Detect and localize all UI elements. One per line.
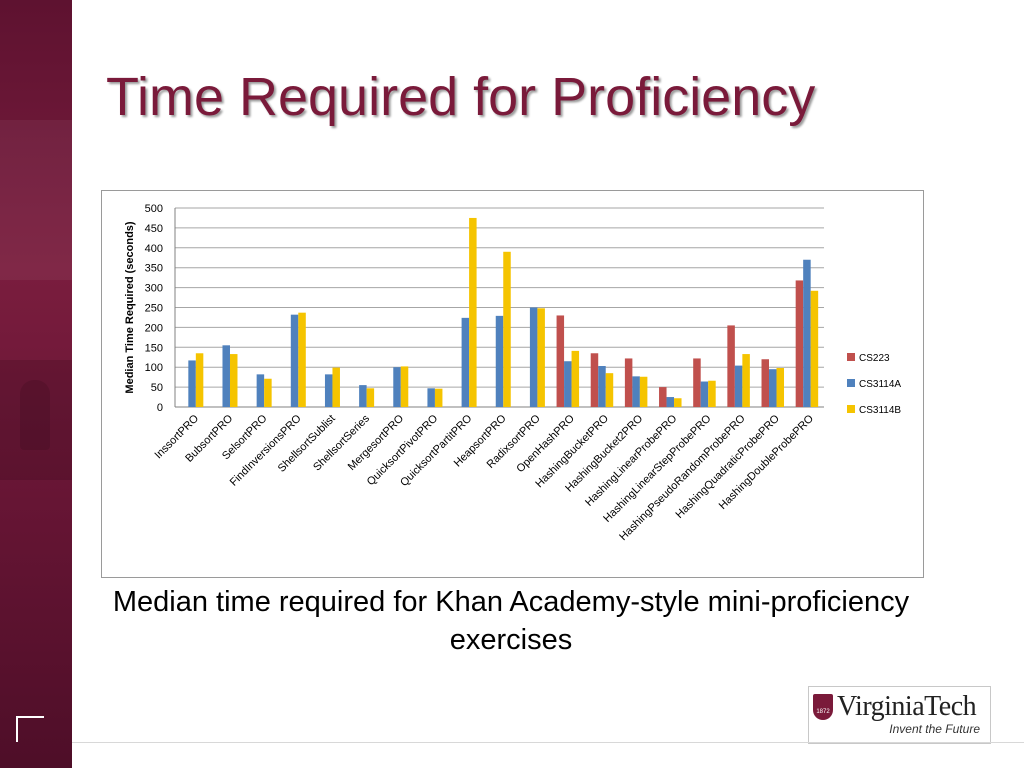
y-tick-label: 450 <box>145 223 163 235</box>
bar-cs223 <box>659 387 667 407</box>
bar-cs223 <box>761 359 770 407</box>
bar-cs3114a <box>222 345 230 407</box>
bar-cs3114a <box>461 317 470 407</box>
logo-tagline: Invent the Future <box>889 722 980 736</box>
bar-cs3114b <box>195 353 204 407</box>
legend-swatch <box>847 379 855 387</box>
bar-cs3114b <box>605 373 614 407</box>
bar-cs3114b <box>503 251 511 407</box>
bar-cs3114a <box>427 388 435 407</box>
bar-cs3114a <box>324 374 333 407</box>
bar-cs223 <box>795 280 804 407</box>
bar-cs3114b <box>810 290 819 407</box>
shield-year: 1872 <box>816 709 830 715</box>
bar-cs223 <box>727 325 735 407</box>
bar-cs3114a <box>393 367 401 407</box>
bar-cs223 <box>693 358 701 407</box>
legend-label: CS3114A <box>859 379 901 390</box>
sidebar-statue-silhouette <box>20 380 50 450</box>
x-tick-label: HashingPseudoRandomProbePRO <box>617 412 748 543</box>
chart-container: 0 50 100 150 200 250 300 350 400 450 500 Median Tim… <box>101 190 924 578</box>
legend-swatch <box>847 353 855 361</box>
bar-cs3114a <box>769 369 777 407</box>
sidebar-shade <box>0 120 72 280</box>
y-tick-label: 50 <box>151 382 163 394</box>
bar-cs3114b <box>400 366 409 407</box>
y-tick-label: 100 <box>145 362 163 374</box>
y-tick-label: 500 <box>145 203 163 215</box>
bar-cs3114b <box>366 388 375 407</box>
bar-cs3114b <box>434 388 443 407</box>
legend-swatch <box>847 405 855 413</box>
virginia-tech-logo: 1872 VirginiaTech Invent the Future <box>808 686 991 744</box>
bar-chart: 0 50 100 150 200 250 300 350 400 450 500 Median Tim… <box>124 203 901 543</box>
y-tick-label: 0 <box>157 402 163 414</box>
bar-cs3114a <box>188 360 196 407</box>
bar-cs3114a <box>632 376 640 407</box>
y-tick-label: 250 <box>145 303 163 315</box>
bar-cs223 <box>590 353 599 407</box>
bar-cs3114b <box>229 354 238 407</box>
bar-cs3114a <box>529 307 538 407</box>
bar-cs3114b <box>708 380 716 407</box>
y-tick-label: 350 <box>145 263 163 275</box>
bar-cs3114a <box>734 365 743 407</box>
shield-icon: 1872 <box>813 694 833 720</box>
bar-cs3114b <box>264 378 272 407</box>
y-tick-label: 200 <box>145 322 163 334</box>
bar-cs3114b <box>537 308 545 407</box>
bar-cs3114b <box>776 367 785 407</box>
bar-cs223 <box>624 358 633 407</box>
sidebar-decoration <box>0 0 72 768</box>
y-axis-label: Median Time Required (seconds) <box>124 221 136 394</box>
legend-label: CS223 <box>859 353 890 364</box>
footer-divider <box>72 742 1024 743</box>
bar-cs3114a <box>803 259 811 407</box>
bar-cs3114b <box>469 217 477 407</box>
y-tick-label: 300 <box>145 283 163 295</box>
bar-cs3114b <box>298 312 306 407</box>
logo-wordmark: VirginiaTech <box>837 691 977 722</box>
bar-cs3114b <box>332 367 340 407</box>
y-tick-label: 150 <box>145 342 163 354</box>
bar-cs3114a <box>666 397 675 407</box>
bar-cs3114b <box>639 376 648 407</box>
bar-cs3114a <box>256 374 265 407</box>
bar-cs3114b <box>571 350 580 407</box>
bar-cs3114a <box>359 385 367 407</box>
bar-cs3114a <box>700 381 709 407</box>
y-tick-label: 400 <box>145 243 163 255</box>
bar-cs3114a <box>598 366 606 407</box>
sidebar-shade <box>0 360 72 480</box>
slide-title: Time Required for Proficiency <box>106 67 816 127</box>
bar-cs3114a <box>564 361 572 407</box>
bar-cs3114b <box>742 354 750 407</box>
bar-cs3114a <box>290 314 299 407</box>
bar-cs223 <box>556 315 565 407</box>
legend-label: CS3114B <box>859 405 901 416</box>
corner-bracket <box>16 716 44 742</box>
slide-caption: Median time required for Khan Academy-st… <box>112 586 910 656</box>
bar-cs3114b <box>674 398 682 407</box>
bar-cs3114a <box>495 315 504 407</box>
